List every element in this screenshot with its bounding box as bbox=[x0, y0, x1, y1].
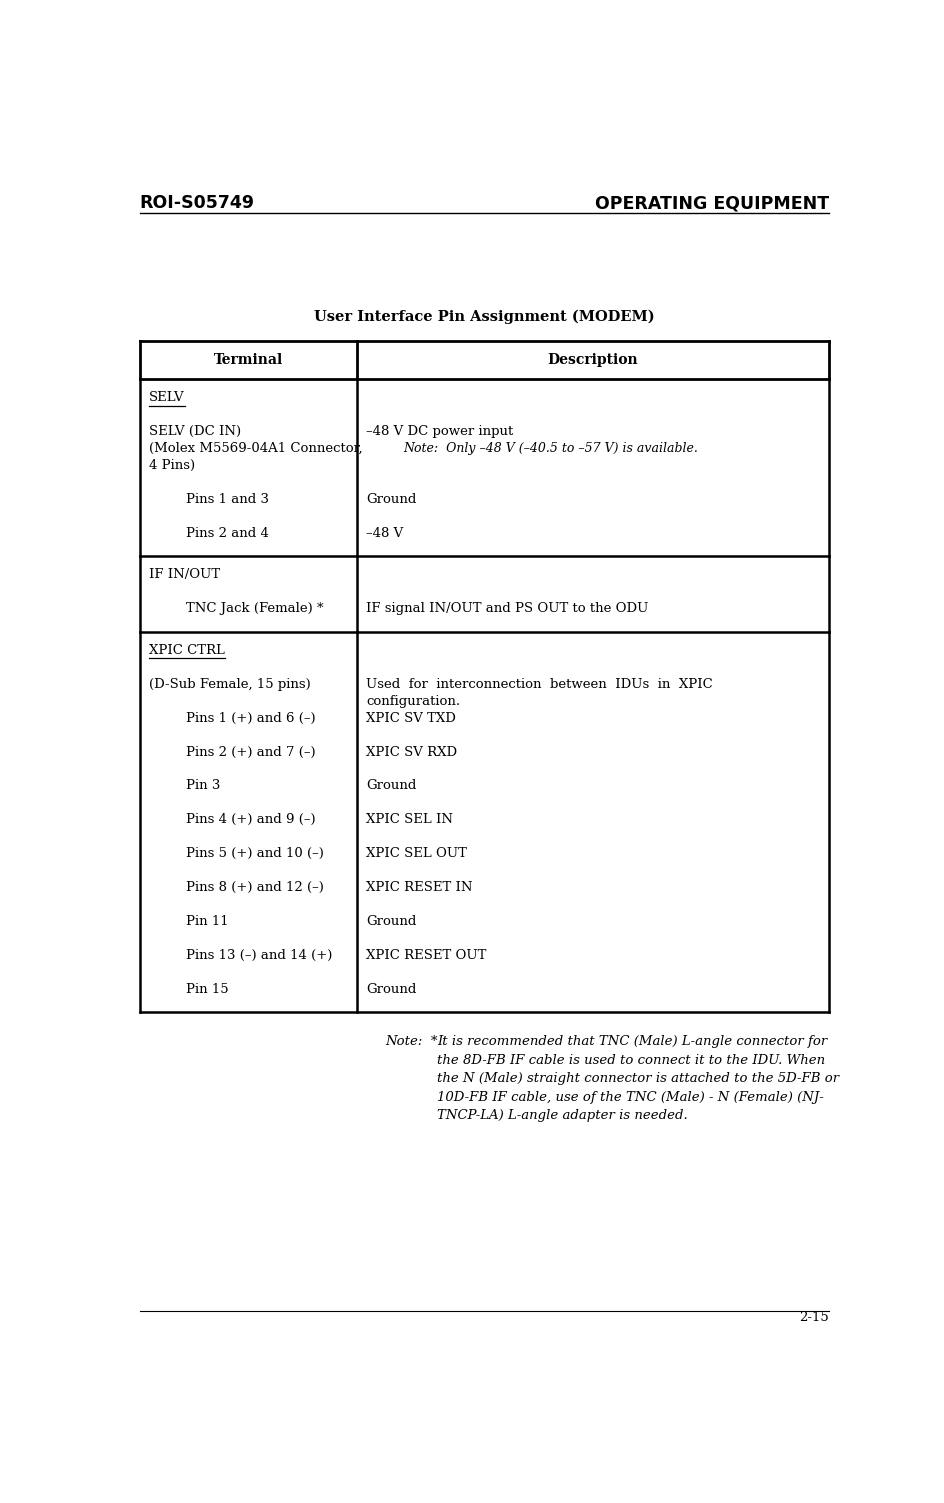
Text: XPIC CTRL: XPIC CTRL bbox=[149, 643, 225, 657]
Text: OPERATING EQUIPMENT: OPERATING EQUIPMENT bbox=[594, 194, 828, 212]
Text: Ground: Ground bbox=[365, 915, 416, 927]
Text: Pins 2 and 4: Pins 2 and 4 bbox=[186, 528, 269, 540]
Text: ROI-S05749: ROI-S05749 bbox=[140, 194, 255, 212]
Text: TNC Jack (Female) *: TNC Jack (Female) * bbox=[186, 603, 324, 615]
Text: It is recommended that TNC (Male) L-angle connector for
the 8D-FB IF cable is us: It is recommended that TNC (Male) L-angl… bbox=[436, 1036, 838, 1123]
Text: –48 V: –48 V bbox=[365, 528, 403, 540]
Text: Ground: Ground bbox=[365, 983, 416, 995]
Text: Description: Description bbox=[547, 353, 637, 367]
Text: XPIC RESET IN: XPIC RESET IN bbox=[365, 881, 472, 894]
Text: Used  for  interconnection  between  IDUs  in  XPIC: Used for interconnection between IDUs in… bbox=[365, 678, 712, 691]
Text: 2-15: 2-15 bbox=[799, 1311, 828, 1324]
Text: Pin 15: Pin 15 bbox=[186, 983, 228, 995]
Text: Note:  Only –48 V (–40.5 to –57 V) is available.: Note: Only –48 V (–40.5 to –57 V) is ava… bbox=[403, 442, 698, 455]
Text: configuration.: configuration. bbox=[365, 694, 460, 708]
Text: SELV: SELV bbox=[149, 391, 185, 404]
Text: Ground: Ground bbox=[365, 493, 416, 507]
Text: Pins 2 (+) and 7 (–): Pins 2 (+) and 7 (–) bbox=[186, 745, 315, 759]
Text: Pins 5 (+) and 10 (–): Pins 5 (+) and 10 (–) bbox=[186, 848, 324, 860]
Text: (D-Sub Female, 15 pins): (D-Sub Female, 15 pins) bbox=[149, 678, 311, 691]
Text: Pins 8 (+) and 12 (–): Pins 8 (+) and 12 (–) bbox=[186, 881, 324, 894]
Text: Terminal: Terminal bbox=[213, 353, 282, 367]
Text: IF signal IN/OUT and PS OUT to the ODU: IF signal IN/OUT and PS OUT to the ODU bbox=[365, 603, 648, 615]
Text: Note:  *: Note: * bbox=[385, 1036, 437, 1048]
Text: XPIC SEL IN: XPIC SEL IN bbox=[365, 813, 453, 827]
Text: (Molex M5569-04A1 Connector,: (Molex M5569-04A1 Connector, bbox=[149, 442, 362, 455]
Text: XPIC SEL OUT: XPIC SEL OUT bbox=[365, 848, 466, 860]
Text: Pin 11: Pin 11 bbox=[186, 915, 228, 927]
Text: User Interface Pin Assignment (MODEM): User Interface Pin Assignment (MODEM) bbox=[313, 310, 654, 325]
Text: XPIC RESET OUT: XPIC RESET OUT bbox=[365, 948, 486, 962]
Text: SELV (DC IN): SELV (DC IN) bbox=[149, 425, 241, 439]
Text: Pin 3: Pin 3 bbox=[186, 780, 221, 792]
Text: Pins 4 (+) and 9 (–): Pins 4 (+) and 9 (–) bbox=[186, 813, 315, 827]
Text: –48 V DC power input: –48 V DC power input bbox=[365, 425, 513, 439]
Text: 4 Pins): 4 Pins) bbox=[149, 458, 195, 472]
Text: Ground: Ground bbox=[365, 780, 416, 792]
Text: Pins 1 (+) and 6 (–): Pins 1 (+) and 6 (–) bbox=[186, 711, 315, 724]
Text: Pins 13 (–) and 14 (+): Pins 13 (–) and 14 (+) bbox=[186, 948, 332, 962]
Text: IF IN/OUT: IF IN/OUT bbox=[149, 568, 220, 582]
Text: XPIC SV TXD: XPIC SV TXD bbox=[365, 711, 456, 724]
Text: Pins 1 and 3: Pins 1 and 3 bbox=[186, 493, 269, 507]
Text: XPIC SV RXD: XPIC SV RXD bbox=[365, 745, 457, 759]
